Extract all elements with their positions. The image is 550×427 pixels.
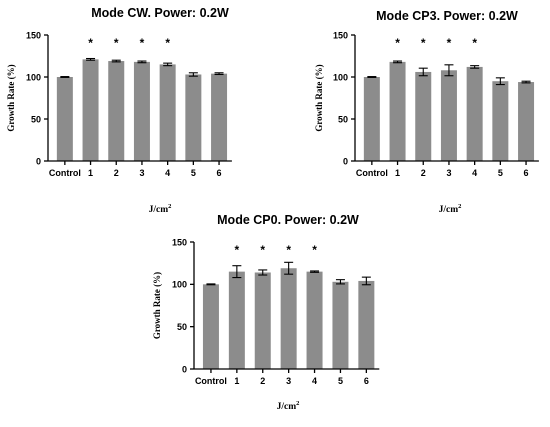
bar bbox=[389, 61, 406, 161]
bar bbox=[306, 271, 323, 369]
x-tick-label: 1 bbox=[88, 168, 93, 178]
significance-marker: * bbox=[235, 243, 240, 257]
y-tick-label: 100 bbox=[26, 72, 41, 82]
x-tick-label: Control bbox=[195, 376, 227, 386]
x-tick-label: 1 bbox=[234, 376, 239, 386]
significance-marker: * bbox=[165, 36, 170, 50]
unit-base: J/cm bbox=[277, 402, 297, 412]
significance-marker: * bbox=[114, 36, 119, 50]
y-tick-label: 100 bbox=[333, 72, 348, 82]
chart-title: Mode CP3. Power: 0.2W bbox=[376, 9, 518, 23]
significance-marker: * bbox=[88, 36, 93, 50]
unit-exponent: 2 bbox=[458, 203, 461, 210]
bar bbox=[108, 61, 125, 161]
bar bbox=[82, 59, 99, 161]
bar bbox=[415, 71, 432, 161]
bar bbox=[280, 268, 297, 369]
x-tick-label: 3 bbox=[139, 168, 144, 178]
x-tick-label: 1 bbox=[395, 168, 400, 178]
y-tick-label: 0 bbox=[343, 156, 348, 166]
y-axis-label: Growth Rate (%) bbox=[314, 64, 324, 131]
chart-title: Mode CP0. Power: 0.2W bbox=[217, 213, 359, 227]
unit-base: J/cm bbox=[439, 205, 459, 215]
chart-3: Mode CP0. Power: 0.2W Control * 1 * 2 * 3 * 4 5 6 0 5… bbox=[152, 213, 380, 412]
significance-marker: * bbox=[421, 36, 426, 50]
unit-exponent: 2 bbox=[296, 400, 299, 407]
x-axis-unit-label: J/cm2 bbox=[149, 203, 172, 215]
significance-marker: * bbox=[286, 243, 291, 257]
y-axis-label: Growth Rate (%) bbox=[6, 64, 16, 131]
bar bbox=[254, 272, 271, 369]
x-tick-label: 5 bbox=[191, 168, 196, 178]
significance-marker: * bbox=[140, 36, 145, 50]
x-tick-label: 6 bbox=[217, 168, 222, 178]
y-tick-label: 0 bbox=[36, 156, 41, 166]
bar bbox=[228, 271, 245, 369]
x-tick-label: 3 bbox=[446, 168, 451, 178]
x-tick-label: 6 bbox=[364, 376, 369, 386]
chart-2: Mode CP3. Power: 0.2W Control * 1 * 2 * 3 * 4 5 6 0 5… bbox=[314, 9, 539, 215]
unit-base: J/cm bbox=[149, 205, 169, 215]
x-axis-unit-label: J/cm2 bbox=[277, 400, 300, 412]
x-tick-label: 4 bbox=[312, 376, 317, 386]
y-tick-label: 150 bbox=[333, 30, 348, 40]
y-axis-label: Growth Rate (%) bbox=[152, 272, 162, 339]
significance-marker: * bbox=[395, 36, 400, 50]
bar bbox=[466, 66, 483, 161]
x-tick-label: 5 bbox=[338, 376, 343, 386]
bar bbox=[358, 280, 375, 369]
x-tick-label: 3 bbox=[286, 376, 291, 386]
y-tick-label: 50 bbox=[338, 114, 348, 124]
bar bbox=[363, 77, 380, 161]
significance-marker: * bbox=[447, 36, 452, 50]
bar bbox=[56, 77, 73, 161]
x-tick-label: 5 bbox=[498, 168, 503, 178]
x-tick-label: 4 bbox=[472, 168, 477, 178]
x-tick-label: 2 bbox=[260, 376, 265, 386]
significance-marker: * bbox=[312, 243, 317, 257]
bar bbox=[492, 81, 509, 161]
y-tick-label: 50 bbox=[31, 114, 41, 124]
significance-marker: * bbox=[472, 36, 477, 50]
x-tick-label: 2 bbox=[421, 168, 426, 178]
y-tick-label: 50 bbox=[177, 322, 187, 332]
x-axis-unit-label: J/cm2 bbox=[439, 203, 462, 215]
y-tick-label: 150 bbox=[172, 237, 187, 247]
bar bbox=[211, 73, 228, 161]
y-tick-label: 150 bbox=[26, 30, 41, 40]
y-tick-label: 0 bbox=[182, 364, 187, 374]
bar bbox=[185, 74, 202, 161]
x-tick-label: Control bbox=[356, 168, 388, 178]
bar bbox=[133, 61, 150, 161]
bar bbox=[332, 281, 349, 369]
x-tick-label: 2 bbox=[114, 168, 119, 178]
bar bbox=[159, 64, 176, 161]
x-tick-label: 6 bbox=[524, 168, 529, 178]
bar bbox=[440, 70, 457, 161]
bar bbox=[518, 82, 535, 161]
chart-1: Mode CW. Power: 0.2W Control * 1 * 2 * 3 * 4 5 6 0 50… bbox=[6, 6, 232, 215]
x-tick-label: Control bbox=[49, 168, 81, 178]
y-tick-label: 100 bbox=[172, 280, 187, 290]
bar bbox=[202, 284, 219, 369]
significance-marker: * bbox=[260, 243, 265, 257]
chart-title: Mode CW. Power: 0.2W bbox=[91, 6, 229, 20]
unit-exponent: 2 bbox=[168, 203, 171, 210]
x-tick-label: 4 bbox=[165, 168, 170, 178]
